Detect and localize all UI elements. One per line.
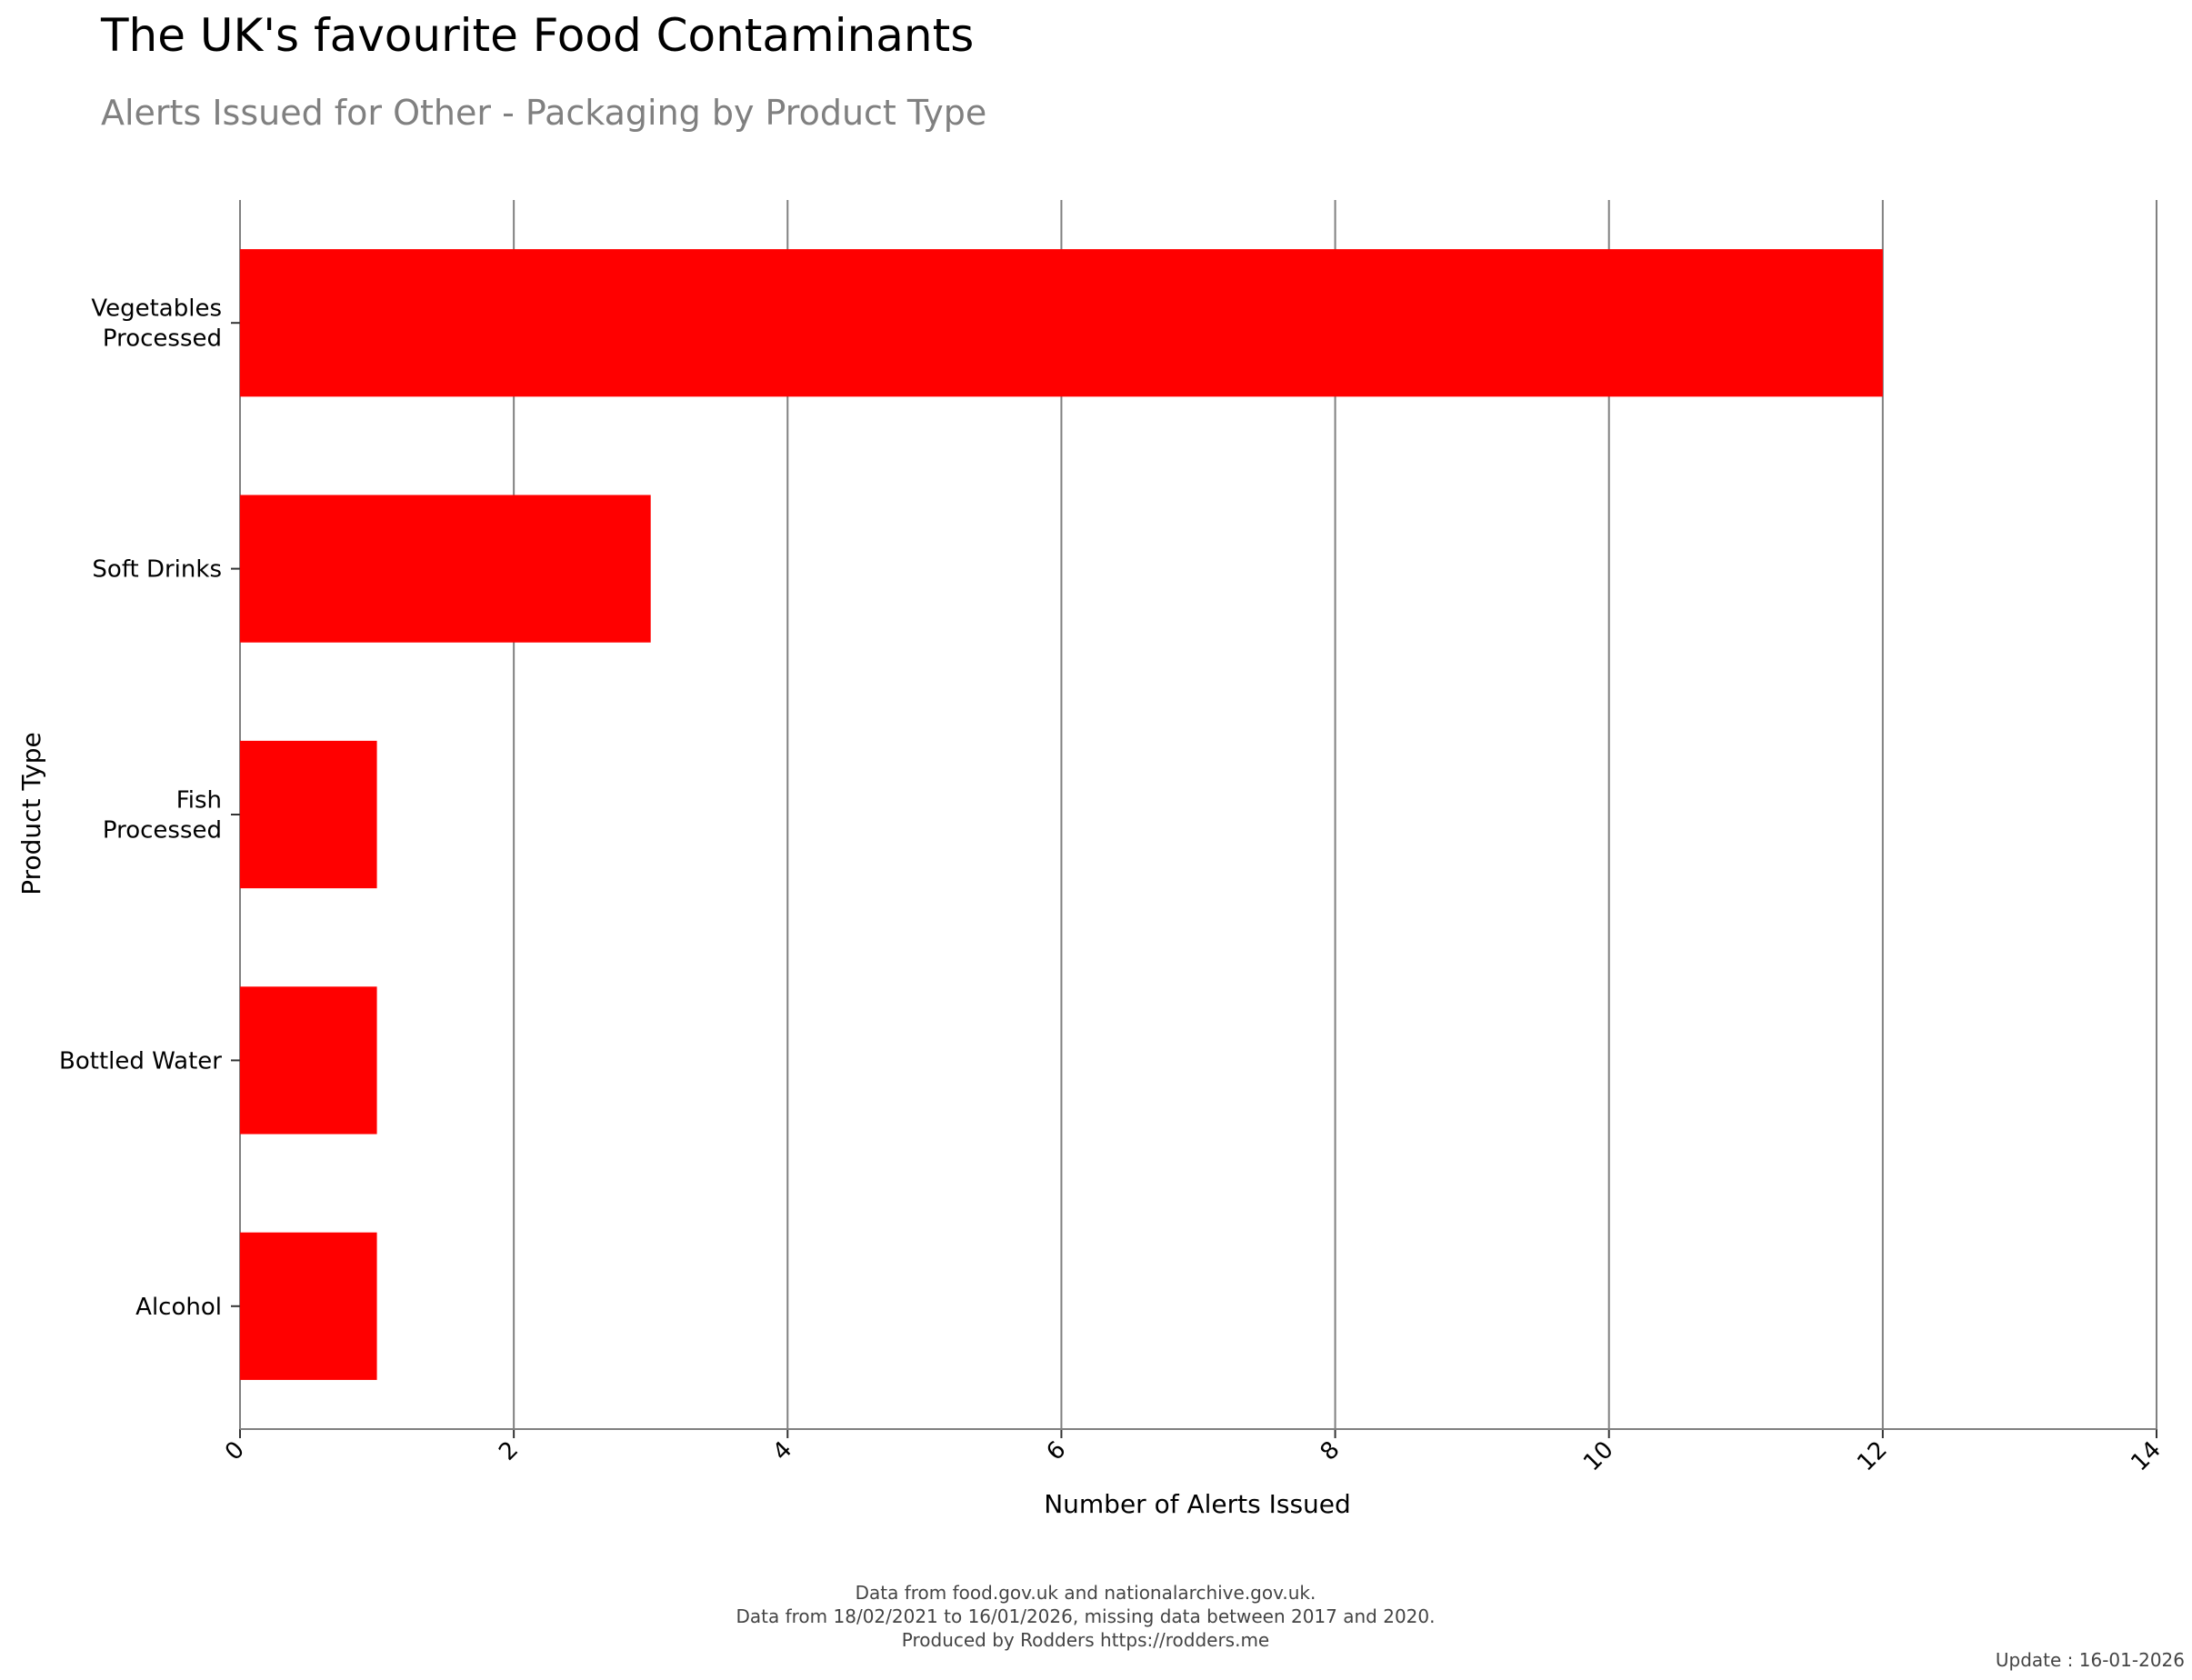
axes (231, 322, 2157, 1438)
x-tick-label: 12 (1852, 1436, 1893, 1477)
y-axis-title: Product Type (16, 732, 46, 895)
x-tick-labels: 0 2 4 6 8 10 12 14 (220, 1436, 2167, 1477)
y-tick-label: Alcohol (135, 1294, 222, 1321)
y-tick-label: Soft Drinks (92, 556, 222, 584)
y-tick-label: Vegetables (91, 295, 222, 323)
y-tick-label: Processed (103, 325, 222, 353)
bar (240, 740, 377, 889)
caption-line: Data from food.gov.uk and nationalarchiv… (856, 1582, 1316, 1604)
x-tick-label: 14 (2126, 1436, 2167, 1477)
update-note: Update : 16-01-2026 (1996, 1649, 2185, 1671)
x-tick-label: 2 (494, 1436, 524, 1466)
x-axis-title: Number of Alerts Issued (1044, 1489, 1351, 1519)
y-tick-label: Processed (103, 817, 222, 845)
y-tick-label: Bottled Water (59, 1047, 222, 1075)
bar (240, 249, 1883, 397)
x-tick-label: 0 (220, 1436, 250, 1466)
y-tick-label: Fish (176, 787, 222, 815)
x-tick-label: 4 (767, 1436, 797, 1466)
grid-lines (239, 200, 2157, 1429)
caption: Data from food.gov.uk and nationalarchiv… (736, 1582, 1436, 1651)
bar (240, 495, 651, 643)
chart-subtitle: Alerts Issued for Other - Packaging by P… (101, 93, 986, 133)
bar (240, 1232, 377, 1380)
chart-title: The UK's favourite Food Contaminants (100, 9, 974, 62)
x-tick-label: 6 (1041, 1436, 1071, 1466)
caption-line: Produced by Rodders https://rodders.me (902, 1629, 1269, 1651)
bars (240, 249, 1883, 1380)
bar (240, 986, 377, 1135)
x-tick-label: 10 (1578, 1436, 1619, 1477)
x-tick-label: 8 (1316, 1436, 1346, 1466)
caption-line: Data from 18/02/2021 to 16/01/2026, miss… (736, 1605, 1436, 1627)
